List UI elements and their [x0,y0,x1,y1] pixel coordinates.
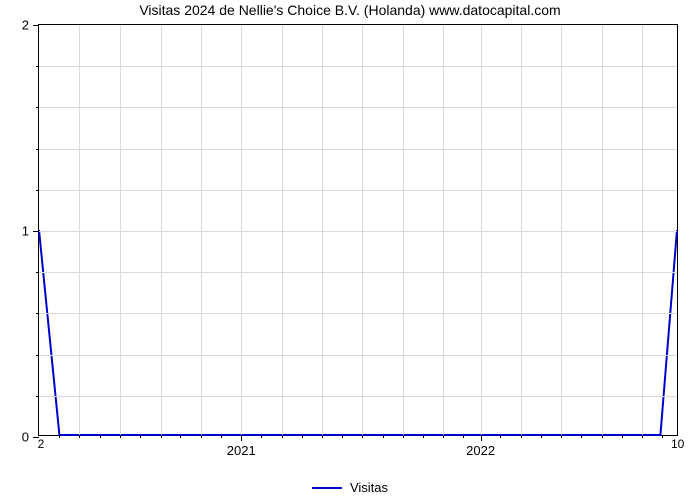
xtick-minor [322,435,323,438]
chart-title: Visitas 2024 de Nellie's Choice B.V. (Ho… [0,2,700,18]
ytick-minor [36,107,39,108]
xtick-minor [79,435,80,438]
xtick-minor [59,435,60,438]
gridline-horizontal [39,66,677,67]
legend-swatch [312,487,342,489]
xtick-minor [383,435,384,438]
xtick-minor [261,435,262,438]
ytick-label: 0 [22,430,29,445]
gridline-vertical [443,25,444,435]
gridline-vertical [282,25,283,435]
xtick-minor [161,435,162,438]
ytick-label: 1 [22,224,29,239]
xtick-major [481,435,482,441]
ytick-minor [36,272,39,273]
ytick-minor [36,190,39,191]
x-edge-left-label: 2 [38,437,45,451]
gridline-horizontal [39,190,677,191]
xtick-minor [120,435,121,438]
ytick-label: 2 [22,18,29,33]
gridline-vertical [481,25,482,435]
gridline-vertical [403,25,404,435]
xtick-minor [221,435,222,438]
xtick-minor [100,435,101,438]
xtick-major [241,435,242,441]
gridline-vertical [322,25,323,435]
xtick-label: 2022 [466,443,495,458]
xtick-minor [302,435,303,438]
legend-label: Visitas [350,480,388,495]
gridline-vertical [161,25,162,435]
xtick-minor [500,435,501,438]
gridline-vertical [521,25,522,435]
legend: Visitas [312,480,388,495]
xtick-minor [662,435,663,438]
xtick-minor [642,435,643,438]
gridline-vertical [201,25,202,435]
xtick-minor [180,435,181,438]
ytick-minor [36,149,39,150]
xtick-minor [541,435,542,438]
xtick-minor [561,435,562,438]
gridline-vertical [602,25,603,435]
line-series-svg [39,25,677,435]
ytick-major [33,25,39,26]
xtick-minor [602,435,603,438]
xtick-minor [362,435,363,438]
xtick-minor [622,435,623,438]
gridline-vertical [120,25,121,435]
xtick-minor [423,435,424,438]
series-line [39,230,677,435]
gridline-horizontal [39,149,677,150]
gridline-horizontal [39,355,677,356]
gridline-vertical [561,25,562,435]
gridline-horizontal [39,272,677,273]
ytick-minor [36,66,39,67]
gridline-vertical [642,25,643,435]
xtick-minor [282,435,283,438]
ytick-minor [36,313,39,314]
x-edge-right-label: 10 [671,437,684,451]
xtick-minor [521,435,522,438]
ytick-minor [36,396,39,397]
xtick-minor [463,435,464,438]
gridline-vertical [362,25,363,435]
ytick-major [33,231,39,232]
ytick-minor [36,355,39,356]
xtick-label: 2021 [227,443,256,458]
xtick-minor [201,435,202,438]
xtick-minor [140,435,141,438]
xtick-minor [443,435,444,438]
gridline-horizontal [39,396,677,397]
gridline-vertical [79,25,80,435]
xtick-minor [403,435,404,438]
gridline-horizontal [39,107,677,108]
gridline-vertical [241,25,242,435]
xtick-minor [342,435,343,438]
gridline-horizontal [39,231,677,232]
xtick-minor [581,435,582,438]
plot-area: 01220212022210 [38,24,678,436]
gridline-horizontal [39,313,677,314]
